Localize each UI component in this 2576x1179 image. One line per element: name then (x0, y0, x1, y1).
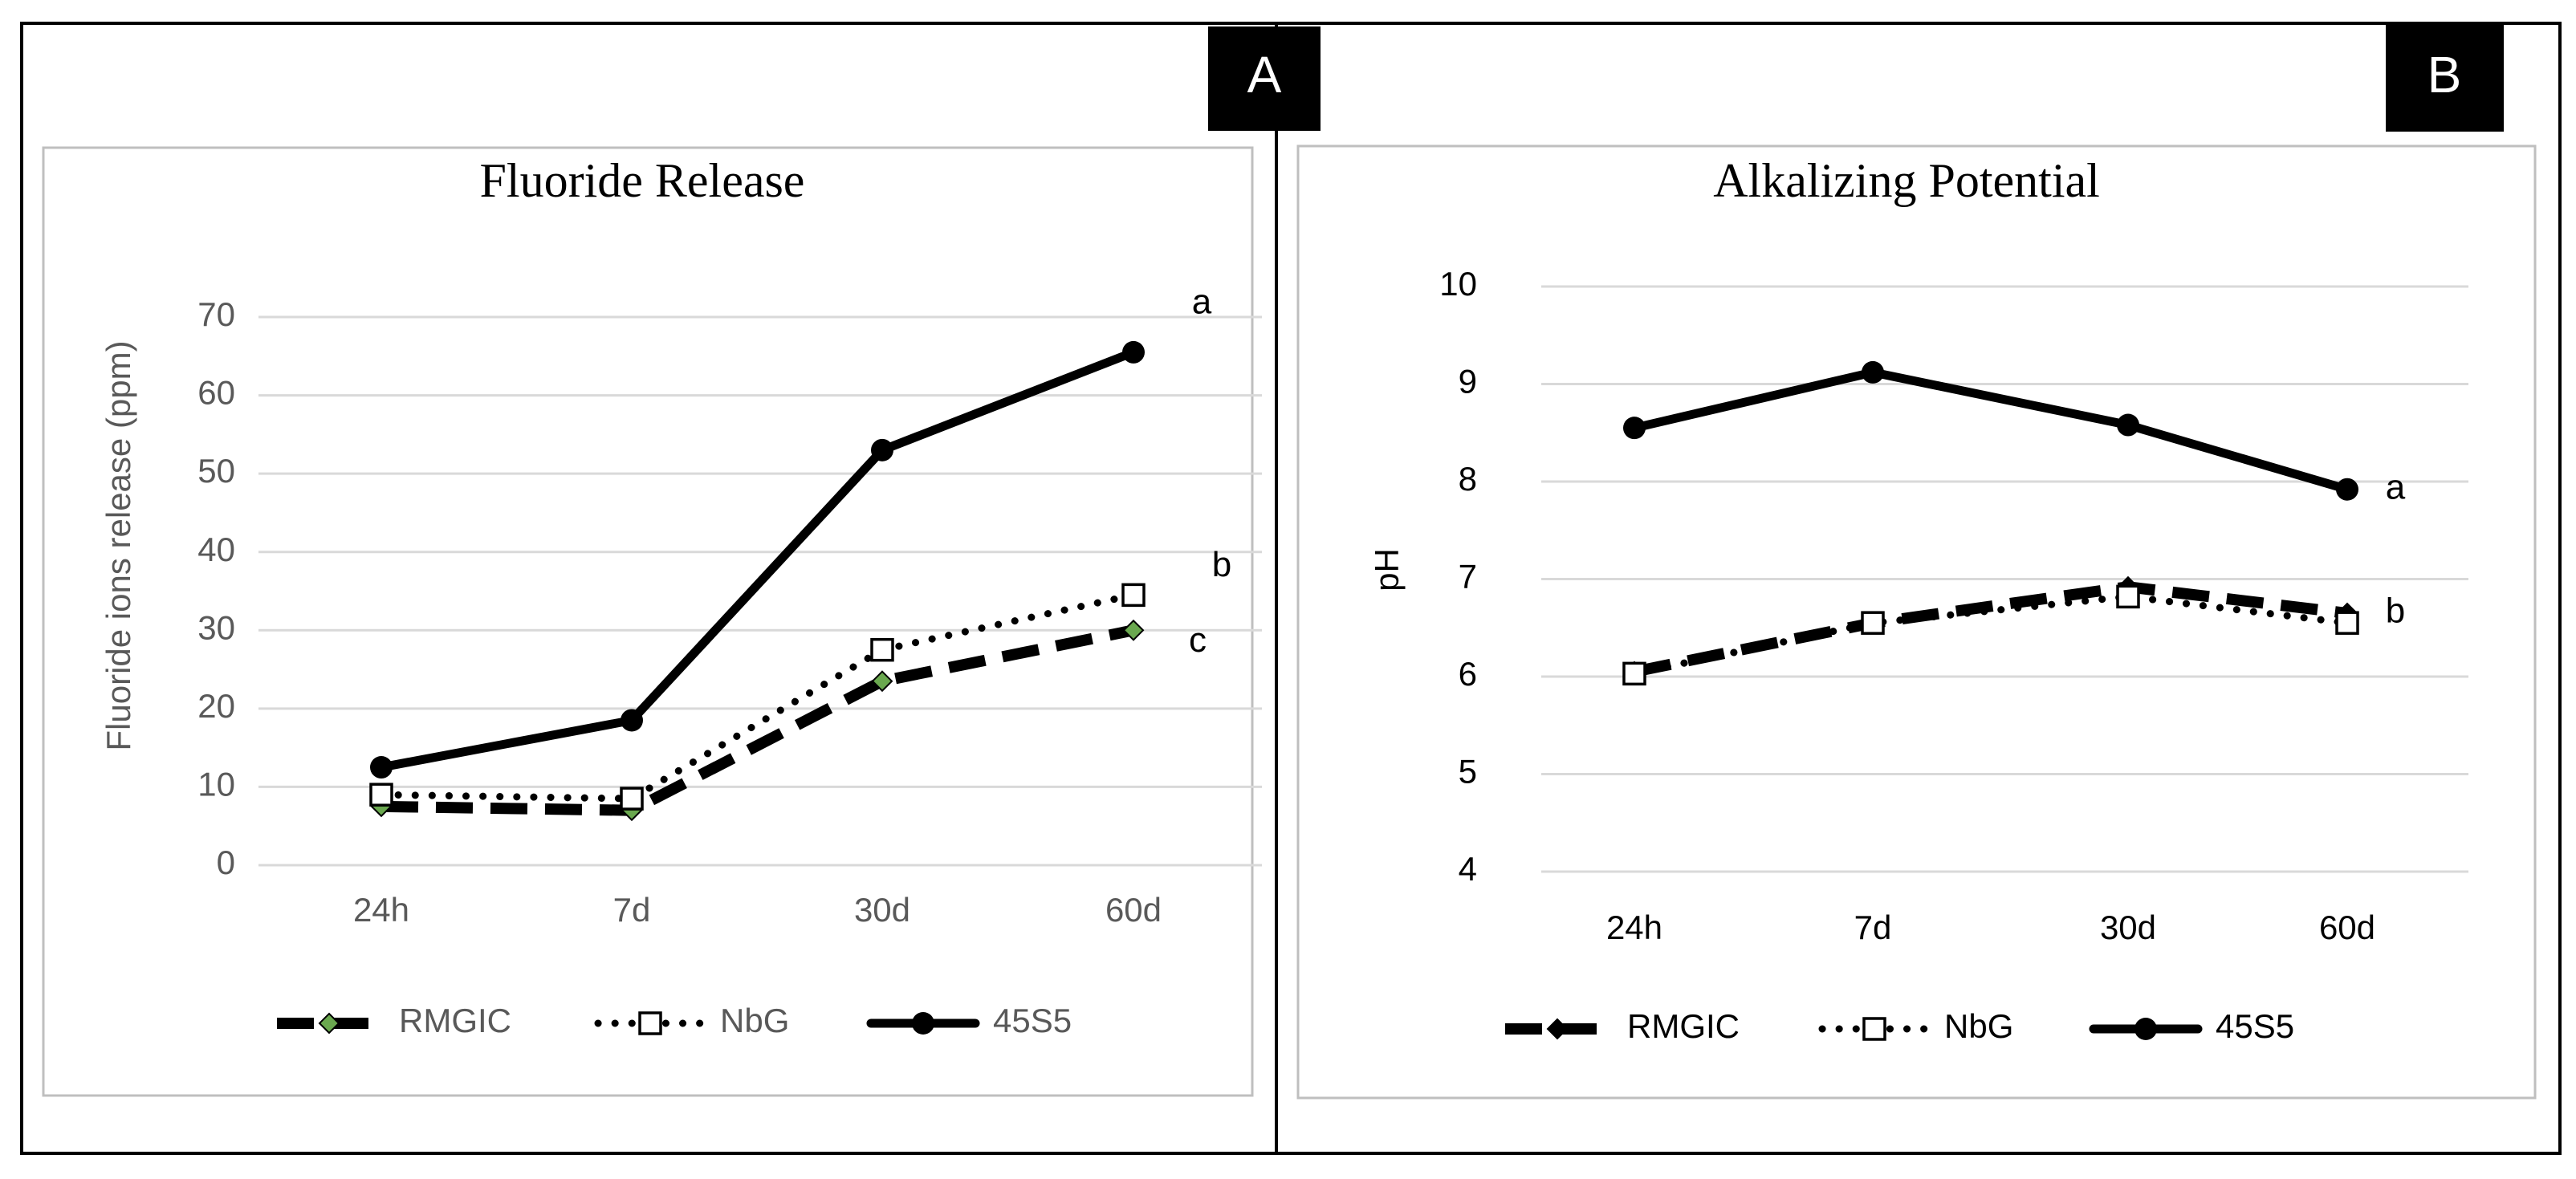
panel-a-x-tick-label: 24h (353, 891, 409, 929)
panel-a-series-45s5-legend-marker (912, 1012, 934, 1035)
panel-b-y-tick-label: 6 (1459, 655, 1477, 693)
panel-b-series-45s5-point (1862, 360, 1884, 384)
panel-b-series-rmgic-significance-letter: b (2386, 592, 2405, 631)
panel-b-series-45s5-legend-label: 45S5 (2216, 1007, 2294, 1045)
panel-a-series-45s5-point (871, 438, 893, 461)
panel-a-title: Fluoride Release (480, 154, 805, 207)
panel-b-y-tick-label: 7 (1459, 558, 1477, 596)
panel-b-series-45s5-significance-letter: a (2386, 467, 2406, 506)
panel-b-y-tick-label: 5 (1459, 753, 1477, 791)
panel-b-series-nbg-point (2335, 611, 2359, 635)
panel-a-series-45s5-legend-label: 45S5 (993, 1002, 1072, 1039)
panel-a-series-rmgic-legend-label: RMGIC (399, 1002, 511, 1039)
panel-a-chart-frame (42, 146, 1254, 1097)
panel-a-series-nbg-legend-marker (638, 1011, 662, 1035)
panel-a-y-tick-label: 60 (197, 374, 235, 412)
panel-a-y-tick-label: 30 (197, 608, 235, 646)
panel-a-label-box (1208, 26, 1321, 131)
panel-b-series-nbg-legend-marker (1862, 1017, 1886, 1041)
panel-a-series-rmgic-line (380, 624, 1135, 816)
panel-a-y-axis-label: Fluoride ions release (ppm) (100, 340, 137, 750)
panel-a-y-tick-label: 10 (197, 766, 235, 803)
panel-a-series-rmgic-significance-letter: c (1189, 620, 1207, 660)
panel-b-x-tick-label: 24h (1606, 909, 1662, 946)
panel-a-series-rmgic-legend-marker (318, 1012, 340, 1035)
panel-a-series-nbg-significance-letter: b (1212, 545, 1231, 584)
panel-a-series-45s5-point (621, 709, 643, 732)
panel-b-y-tick-label: 10 (1439, 265, 1477, 303)
panel-b-series-45s5-line (1630, 368, 2352, 494)
panel-a-series-45s5-significance-letter: a (1192, 283, 1212, 322)
panel-b-title: Alkalizing Potential (1713, 154, 2100, 207)
panel-b-label: B (2427, 46, 2462, 104)
panel-a-plot: 0 10 20 30 40 50 60 70 24h 7d 30d 60d cb a (197, 283, 1262, 929)
panel-b-series-45s5-legend-marker (2134, 1018, 2157, 1040)
panel-a-series-nbg-point (369, 783, 393, 807)
panel-a-series-45s5-line (376, 348, 1138, 772)
panel-b-x-tick-label: 30d (2100, 909, 2156, 946)
panel-b-series-nbg-legend-label: NbG (1944, 1007, 2013, 1045)
panel-b-y-axis-label: pH (1368, 548, 1406, 592)
panel-b-series-rmgic-legend-marker (1546, 1018, 1569, 1040)
panel-b-label-box (2386, 22, 2504, 132)
panel-b-series-nbg-point (1622, 661, 1646, 686)
panel-b-series-nbg-point (2116, 584, 2140, 609)
panel-b-series-45s5-point (2117, 413, 2139, 437)
panel-b-x-tick-label: 7d (1854, 909, 1892, 946)
panel-b-series-45s5-point (1623, 417, 1646, 440)
panel-a-series-nbg-legend-label: NbG (720, 1002, 789, 1039)
panel-b-y-tick-label: 9 (1459, 363, 1477, 400)
panel-a-x-tick-label: 60d (1105, 891, 1162, 929)
panel-a-series-rmgic-point (1122, 619, 1145, 641)
panel-b-x-tick-label: 60d (2319, 909, 2375, 946)
panel-b-plot: 4 5 6 7 8 9 10 24h 7d 30d 60d b a (1439, 265, 2468, 946)
panel-a: A Fluoride Release Fluoride ions release… (42, 26, 1321, 1097)
panel-a-legend: RMGIC NbG 45S5 (277, 1002, 1072, 1039)
panel-a-y-tick-label: 0 (217, 844, 235, 881)
panel-b-y-tick-label: 4 (1459, 850, 1477, 888)
panel-a-y-tick-label: 20 (197, 687, 235, 725)
panel-b-series-rmgic-legend-label: RMGIC (1627, 1007, 1740, 1045)
panel-b-series-45s5-point (2336, 478, 2358, 501)
panel-a-x-tick-label: 30d (854, 891, 910, 929)
panel-a-y-tick-label: 40 (197, 531, 235, 568)
panel-a-series-rmgic-point (871, 670, 893, 693)
panel-b-series-nbg-line (1630, 592, 2351, 677)
panel-a-series-nbg-point (620, 787, 644, 811)
panel-a-series-nbg-point (870, 637, 894, 662)
panel-a-y-tick-label: 70 (197, 295, 235, 333)
panel-b-legend: RMGIC NbG 45S5 (1505, 1007, 2294, 1045)
panel-b-series-nbg-point (1861, 611, 1885, 635)
panel-a-series-nbg-point (1121, 583, 1146, 608)
panel-a-label: A (1247, 46, 1282, 104)
panel-a-series-45s5-point (1122, 340, 1145, 364)
panel-a-y-tick-label: 50 (197, 452, 235, 490)
panel-b: B Alkalizing Potential pH 4 5 6 7 8 9 10 24h 7d 3… (1296, 22, 2537, 1100)
outer-frame (20, 22, 2562, 1155)
panel-b-y-tick-label: 8 (1459, 460, 1477, 498)
panel-a-x-tick-label: 7d (613, 891, 651, 929)
panel-a-series-45s5-point (370, 756, 393, 779)
